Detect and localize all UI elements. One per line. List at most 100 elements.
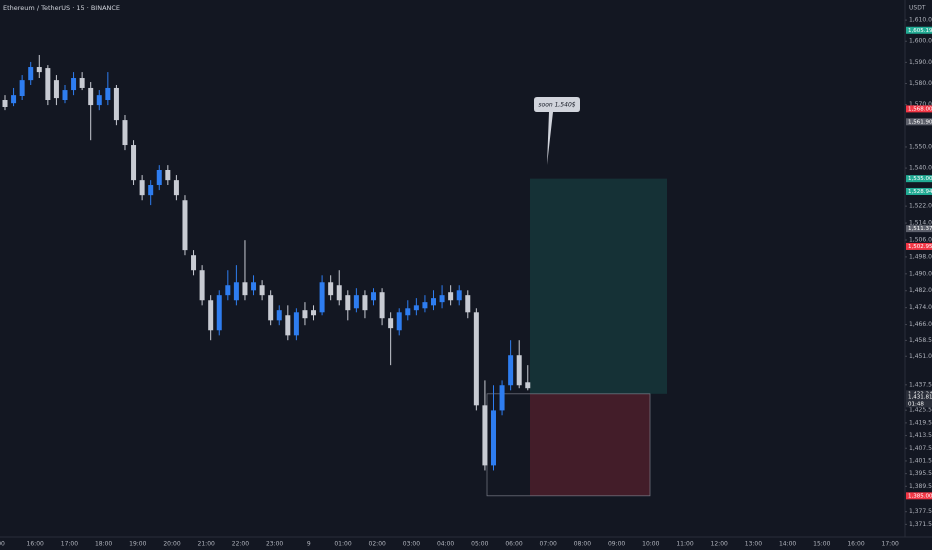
price-label-bg [906,175,932,183]
candle-body [448,292,454,301]
candle-body [173,180,179,196]
candle-body [139,180,145,196]
candle-body [225,285,231,296]
x-tick-label: 17:00 [61,541,78,548]
countdown-bg [906,400,932,408]
x-tick-label: 01:00 [334,541,351,548]
candle-body [328,282,334,296]
y-tick-label: 1,425.50 [909,407,932,414]
candle-body [11,95,17,104]
y-tick-label: 1,600.00 [909,38,932,45]
x-tick-label: 07:00 [540,541,557,548]
candle-body [96,95,102,106]
candle-body [165,169,171,181]
candle-body [362,295,368,311]
x-tick-label: 08:00 [574,541,591,548]
candle-body [525,382,531,389]
candles [2,54,531,471]
candle-body [122,120,128,146]
candle-body [36,67,42,73]
candle-body [516,355,522,386]
x-tick-label: 9 [307,541,311,548]
candle-body [199,270,205,301]
candle-body [388,318,394,329]
candle-body [439,295,445,303]
candle-body [191,255,197,271]
y-tick-label: 1,590.00 [909,59,932,66]
price-label-bg [906,393,932,401]
y-tick-label: 1,550.00 [909,143,932,150]
stop-zone [530,393,650,496]
candle-body [405,308,411,316]
axes: 1,610.00 1,600.00 1,590.00 1,580.00 1,570.00… [0,17,932,548]
x-tick-label: 10:00 [642,541,659,548]
candle-body [148,185,154,196]
x-tick-label: 00 [0,541,5,548]
candle-body [88,87,94,106]
x-tick-label: 13:00 [745,541,762,548]
price-label: 1,528.94 [908,189,932,195]
y-tick-label: 1,490.00 [909,270,932,277]
x-tick-label: 16:00 [27,541,44,548]
candle-body [62,90,68,101]
y-tick-label: 1,389.50 [909,483,932,490]
candle-body [285,315,291,336]
candle-body [79,78,85,88]
candle-body [473,312,479,406]
candle-body [413,305,419,311]
candle-body [508,355,514,386]
price-label: 1,511.37 [908,226,932,232]
y-tick-label: 1,419.50 [909,419,932,426]
candle-body [465,295,471,313]
candle-body [156,169,162,186]
candle-body [319,282,325,313]
x-tick-label: 03:00 [403,541,420,548]
price-label: 1,535.00 [908,176,932,182]
candle-body [131,145,137,181]
x-tick-label: 02:00 [369,541,386,548]
candle-body [216,295,222,331]
x-tick-label: 21:00 [198,541,215,548]
target-zone [530,178,667,394]
y-tick-label: 1,610.00 [909,17,932,24]
candle-body [499,385,505,411]
y-tick-label: 1,401.50 [909,457,932,464]
price-label: 1,431.81 [908,394,932,400]
y-tick-label: 1,506.00 [909,236,932,243]
price-label-bg [906,26,932,34]
x-tick-label: 09:00 [608,541,625,548]
x-tick-label: 18:00 [95,541,112,548]
y-tick-label: 1,407.50 [909,445,932,452]
annotation: soon 1,540$ [538,102,575,109]
x-tick-label: 15:00 [813,541,830,548]
candle-body [105,87,111,101]
candle-body [371,292,377,301]
position-tool [486,178,667,497]
y-tick-label: 1,498.00 [909,253,932,260]
y-tick-label: 1,482.00 [909,287,932,294]
candle-body [251,282,257,291]
currency: USDT [909,5,926,12]
candle-body [311,310,317,316]
candle-body [482,405,488,466]
y-tick-label: 1,474.00 [909,304,932,311]
price-label: 1,605.19 [908,28,932,34]
candle-body [28,67,34,81]
annotation-callout: soon 1,540$ [534,97,580,165]
y-tick-label: 1,437.50 [909,381,932,388]
x-tick-label: 05:00 [471,541,488,548]
y-tick-label: 1,458.50 [909,337,932,344]
candle-body [302,310,308,319]
x-tick-label: 17:00 [882,541,899,548]
x-tick-label: 11:00 [676,541,693,548]
x-tick-label: 06:00 [505,541,522,548]
price-label: 1,561.90 [908,119,932,125]
price-label: 1,568.00 [908,106,932,112]
x-tick-label: 23:00 [266,541,283,548]
y-tick-label: 1,570.00 [909,101,932,108]
price-label-bg [906,105,932,113]
candle-body [422,302,428,309]
candle-body [353,295,359,309]
